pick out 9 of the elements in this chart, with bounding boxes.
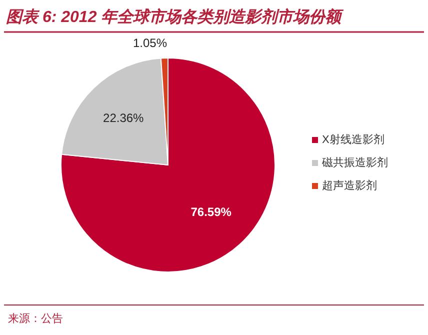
legend-label: X射线造影剂	[322, 132, 384, 146]
chart-title: 图表 6: 2012 年全球市场各类别造影剂市场份额	[6, 7, 344, 26]
pie-slice	[60, 58, 276, 272]
data-label: 1.05%	[132, 36, 168, 50]
legend-label: 磁共振造影剂	[321, 156, 388, 169]
source-note: 来源：公告	[8, 312, 63, 325]
data-label: 76.59%	[190, 204, 232, 219]
data-label: 22.36%	[103, 111, 144, 126]
legend-label: 超声造影剂	[322, 178, 377, 192]
